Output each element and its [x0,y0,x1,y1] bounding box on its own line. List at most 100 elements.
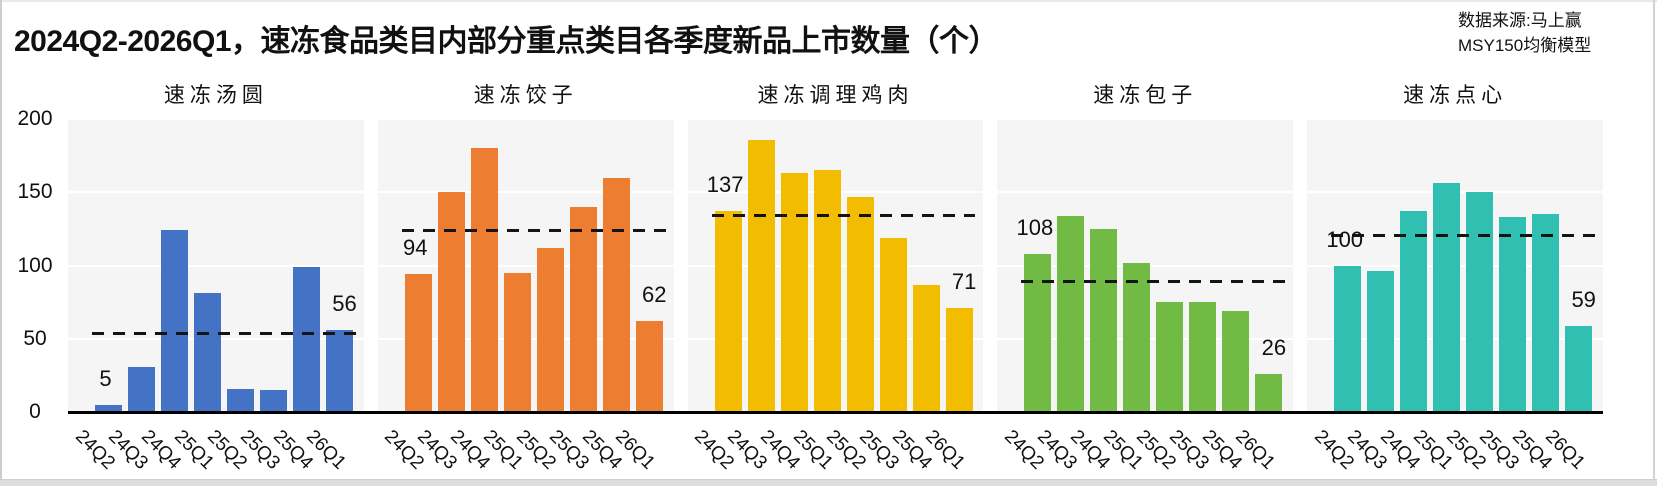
panel-速冻包子: 速冻包子 108 26 24Q2 24Q3 24Q4 25Q1 25Q2 25Q3 25Q4 26Q… [997,84,1294,474]
x-tick-labels: 24Q2 24Q3 24Q4 25Q1 25Q2 25Q3 25Q4 26Q1 [1307,414,1603,484]
mean-dashed-line [711,213,976,217]
mean-dashed-line [1331,233,1595,237]
bar-24Q2 [95,404,122,412]
panel-title: 速冻饺子 [473,84,578,107]
gridline-150 [997,191,1294,194]
bar-25Q1 [1123,262,1151,412]
bar-25Q3 [569,206,597,412]
value-label-24Q2: 94 [403,235,428,261]
bar-24Q4 [1090,228,1118,412]
gridline-200 [377,118,674,120]
bar-24Q3 [747,139,775,412]
value-label-24Q2: 5 [99,365,112,391]
panel-速冻调理鸡肉: 速冻调理鸡肉 137 71 24Q2 24Q3 24Q4 25Q1 25Q2 25Q3 25Q4 2… [687,84,984,474]
x-tick-labels: 24Q2 24Q3 24Q4 25Q1 25Q2 25Q3 25Q4 26Q1 [688,414,984,484]
bar-24Q4 [1400,211,1428,412]
bar-24Q4 [470,148,498,412]
gridline-200 [1307,118,1603,120]
plot-area: 94 62 [377,118,674,412]
window-top-edge [0,0,1657,2]
y-tick-label-150: 150 [17,180,53,204]
bar-24Q3 [437,192,465,412]
bar-24Q2 [1334,265,1362,412]
bar-25Q3 [879,237,907,412]
y-tick-label-0: 0 [29,400,41,423]
bar-26Q1 [635,321,663,412]
plot-area: 108 26 [997,118,1294,412]
bar-25Q1 [194,293,221,412]
bar-25Q1 [813,170,841,412]
panel-速冻汤圆: 速冻汤圆 5 56 24Q2 24Q3 24Q4 25Q1 25Q2 25Q3 25Q4 26Q1 [68,84,364,474]
value-label-24Q2: 137 [706,172,744,198]
plot-area: 100 59 [1307,118,1603,412]
window-left-edge [0,0,2,486]
value-label-24Q2: 100 [1326,226,1364,252]
source-line-1: 数据来源:马上赢 [1458,11,1582,30]
mean-dashed-line [401,228,666,232]
bar-chart: 0 50 100 150 200 速冻汤圆 5 56 24Q2 24Q3 24Q4 25Q1 25Q2… [0,84,1657,479]
window-right-edge [1653,0,1655,486]
panel-title: 速冻汤圆 [163,84,268,107]
gridline-100 [68,264,364,267]
bar-24Q2 [1024,253,1052,412]
bar-25Q4 [1532,214,1560,412]
x-tick-labels: 24Q2 24Q3 24Q4 25Q1 25Q2 25Q3 25Q4 26Q1 [378,414,674,484]
bar-24Q3 [128,366,155,412]
bar-24Q2 [404,274,432,412]
bar-24Q4 [780,173,808,412]
y-axis: 0 50 100 150 200 [0,108,70,423]
bar-25Q2 [536,247,564,412]
value-label-26Q1: 62 [642,282,667,308]
mean-dashed-line [1021,279,1286,283]
bar-25Q3 [1499,217,1527,412]
panel-速冻饺子: 速冻饺子 94 62 24Q2 24Q3 24Q4 25Q1 25Q2 25Q3 25Q4 26Q1 [377,84,674,474]
bar-24Q4 [161,230,188,412]
bar-25Q4 [602,177,630,412]
value-label-24Q2: 108 [1016,214,1054,240]
panel-title: 速冻点心 [1403,84,1508,107]
chart-title: 2024Q2-2026Q1，速冻食品类目内部分重点类目各季度新品上市数量（个） [14,25,999,58]
bar-25Q2 [846,196,874,412]
value-label-26Q1: 59 [1571,286,1596,312]
gridline-200 [997,118,1294,120]
bar-25Q1 [1433,183,1461,412]
gridline-150 [68,191,364,194]
plot-area: 5 56 [68,118,364,412]
y-tick-label-50: 50 [23,326,47,350]
y-tick-label-200: 200 [17,107,53,130]
bar-25Q4 [912,284,940,412]
mean-dashed-line [92,332,356,336]
x-tick-labels: 24Q2 24Q3 24Q4 25Q1 25Q2 25Q3 25Q4 26Q1 [997,414,1293,484]
source-line-2: MSY150均衡模型 [1458,36,1592,55]
bar-26Q1 [326,329,353,412]
gridline-100 [377,264,674,267]
x-tick-labels: 24Q2 24Q3 24Q4 25Q1 25Q2 25Q3 25Q4 26Q1 [68,414,364,484]
bar-25Q1 [503,272,531,412]
bar-24Q2 [714,211,742,412]
value-label-26Q1: 26 [1261,334,1287,360]
bar-25Q2 [1156,302,1184,412]
plot-area: 137 71 [687,118,984,412]
panel-速冻点心: 速冻点心 100 59 24Q2 24Q3 24Q4 25Q1 25Q2 25Q3 25Q4 26Q… [1307,84,1603,474]
bar-25Q2 [1466,192,1494,412]
gridline-200 [68,118,364,120]
gridline-150 [377,191,674,194]
bar-26Q1 [1565,325,1593,412]
bar-25Q4 [293,266,320,412]
bar-24Q3 [1367,271,1395,412]
bar-26Q1 [1255,373,1283,412]
panel-title: 速冻包子 [1093,84,1198,107]
window-bottom-edge [0,479,1657,486]
bar-25Q3 [260,390,287,412]
bar-26Q1 [945,308,973,412]
panel-title: 速冻调理鸡肉 [757,84,914,107]
data-source: 数据来源:马上赢 MSY150均衡模型 [1458,8,1591,58]
bar-24Q3 [1057,215,1085,412]
bar-25Q4 [1222,310,1250,412]
x-axis-line [68,411,1603,414]
value-label-26Q1: 71 [951,269,977,294]
chart-panels: 速冻汤圆 5 56 24Q2 24Q3 24Q4 25Q1 25Q2 25Q3 25Q4 26Q1 速… [68,84,1603,474]
gridline-200 [687,118,984,120]
bar-25Q2 [227,388,254,412]
